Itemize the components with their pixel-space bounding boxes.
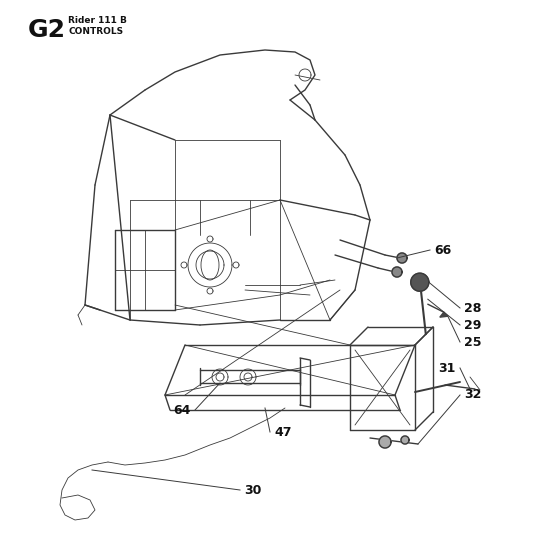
Text: 66: 66 [434, 244, 451, 256]
Polygon shape [411, 273, 429, 291]
Polygon shape [392, 267, 402, 277]
Text: 47: 47 [274, 426, 292, 438]
Text: 25: 25 [464, 335, 482, 348]
Polygon shape [440, 312, 448, 317]
Text: 31: 31 [438, 362, 456, 375]
Text: Rider 111 B: Rider 111 B [68, 16, 127, 25]
Text: 30: 30 [244, 483, 262, 497]
Polygon shape [379, 436, 391, 448]
Text: 29: 29 [464, 319, 482, 332]
Text: 64: 64 [174, 404, 191, 417]
Text: 32: 32 [464, 389, 482, 402]
Text: 28: 28 [464, 301, 482, 315]
Text: CONTROLS: CONTROLS [68, 27, 123, 36]
Text: G2: G2 [28, 18, 66, 42]
Polygon shape [397, 253, 407, 263]
Polygon shape [401, 436, 409, 444]
